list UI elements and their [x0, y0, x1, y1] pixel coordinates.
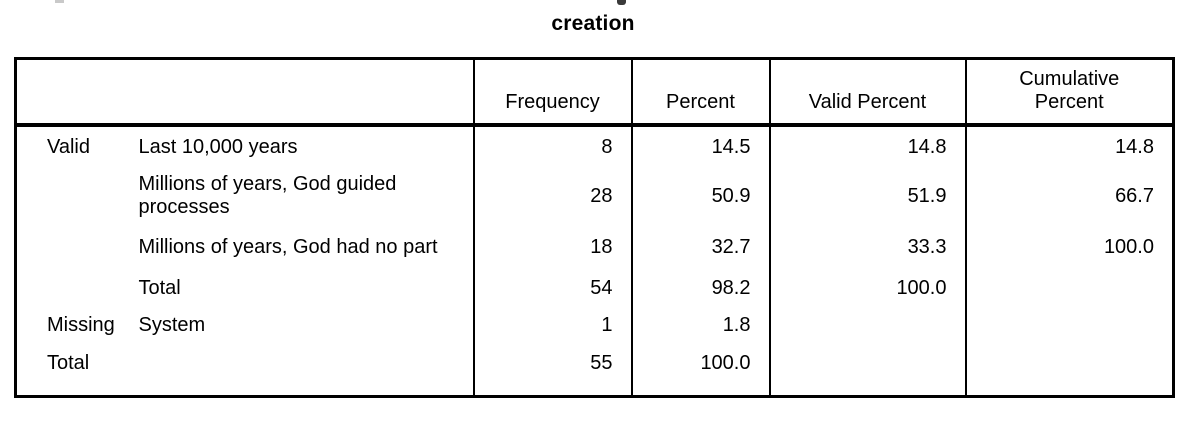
frequency-table: Frequency Percent Valid Percent Cumulati…: [14, 57, 1175, 398]
table-row: Millions of years, God had no part 18 32…: [16, 226, 1174, 268]
cropped-text-artifact: [55, 0, 64, 3]
column-header-percent: Percent: [630, 58, 770, 127]
group-label: [16, 166, 138, 226]
cumulative-percent-cell: [964, 344, 1174, 397]
value-label: System: [138, 314, 206, 336]
table-row: Total 54 98.2 100.0: [16, 268, 1174, 307]
column-header-cumulative-percent: Cumulative Percent: [964, 58, 1174, 127]
table-row: Valid Last 10,000 years 8 14.5 14.8 14.8: [16, 125, 1174, 166]
percent-cell: 32.7: [630, 226, 770, 268]
valid-percent-cell: [768, 344, 966, 397]
column-header-frequency: Frequency: [472, 58, 632, 127]
table-row: Total 55 100.0: [16, 344, 1174, 397]
valid-percent-cell: 14.8: [768, 125, 966, 166]
percent-cell: 1.8: [630, 307, 770, 344]
group-label: Valid: [47, 136, 90, 158]
frequency-cell: 18: [472, 226, 632, 268]
frequency-cell: 1: [472, 307, 632, 344]
valid-percent-cell: 33.3: [768, 226, 966, 268]
percent-cell: 50.9: [630, 166, 770, 226]
value-label: Total: [138, 277, 181, 299]
column-header-cumulative-percent-label: Cumulative Percent: [1019, 68, 1120, 113]
percent-cell: 100.0: [630, 344, 770, 397]
group-label: [16, 226, 138, 268]
table-row: Millions of years, God guided processes …: [16, 166, 1174, 226]
frequency-cell: 54: [472, 268, 632, 307]
frequency-cell: 8: [472, 125, 632, 166]
cumulative-percent-cell: 14.8: [964, 125, 1174, 166]
valid-percent-cell: 100.0: [768, 268, 966, 307]
group-label: Total: [47, 352, 90, 374]
frequency-cell: 55: [472, 344, 632, 397]
group-label: Missing: [47, 314, 115, 336]
cropped-text-artifact: [617, 0, 626, 5]
table-row: Missing System 1 1.8: [16, 307, 1174, 344]
value-label: Last 10,000 years: [138, 136, 298, 158]
cumulative-percent-cell: [964, 307, 1174, 344]
valid-percent-cell: [768, 307, 966, 344]
value-label: Millions of years, God guided processes: [138, 173, 397, 218]
column-header-valid-percent: Valid Percent: [768, 58, 966, 127]
stub-header: [15, 58, 474, 127]
valid-percent-cell: 51.9: [768, 166, 966, 226]
value-label: Millions of years, God had no part: [138, 236, 438, 258]
table-title: creation: [551, 12, 635, 35]
header-row: Frequency Percent Valid Percent Cumulati…: [15, 58, 1174, 127]
cumulative-percent-cell: 100.0: [964, 226, 1174, 268]
percent-cell: 98.2: [630, 268, 770, 307]
cumulative-percent-cell: [964, 268, 1174, 307]
cumulative-percent-cell: 66.7: [964, 166, 1174, 226]
percent-cell: 14.5: [630, 125, 770, 166]
frequency-cell: 28: [472, 166, 632, 226]
value-label: [138, 344, 474, 397]
group-label: [16, 268, 138, 307]
